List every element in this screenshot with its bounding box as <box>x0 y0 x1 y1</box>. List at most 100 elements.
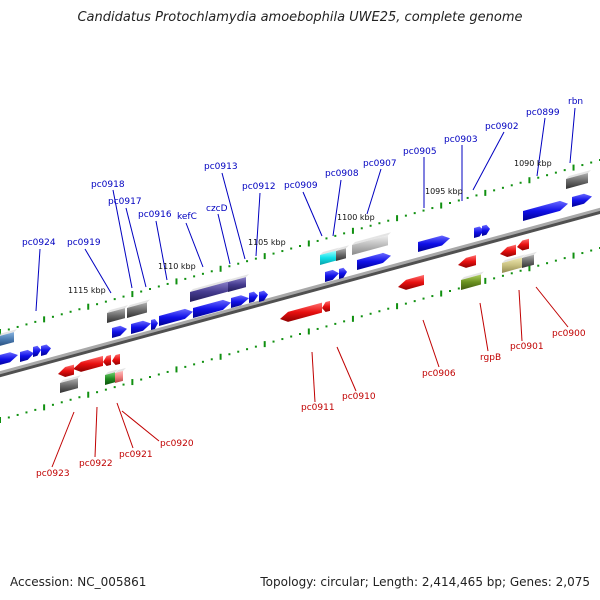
gene-pc0899 <box>523 200 568 221</box>
leader-line <box>155 220 168 281</box>
gene-pc0909 <box>339 267 347 279</box>
leader-line <box>221 172 246 260</box>
gene-pc0911 <box>280 302 322 322</box>
map-title: Candidatus Protochlamydia amoebophila UW… <box>77 10 523 25</box>
scale-label-1100: 1100 kbp <box>337 213 375 222</box>
gene-label-pc0902[interactable]: pc0902 <box>485 122 519 132</box>
accession-text: Accession: NC_005861 <box>10 575 147 589</box>
genome-backbone-shadow <box>0 208 600 378</box>
gene-box-gray-6 <box>60 375 81 393</box>
gene-label-pc0911[interactable]: pc0911 <box>301 403 335 413</box>
leader-line <box>125 207 147 288</box>
gene-pc0912b <box>259 290 268 302</box>
gene-rbn <box>572 193 592 207</box>
leader-line <box>51 411 75 468</box>
leader-line <box>536 117 546 177</box>
leader-line <box>84 248 112 294</box>
leader-line <box>479 302 489 352</box>
gene-label-pc0924[interactable]: pc0924 <box>22 238 56 248</box>
gene-label-pc0900[interactable]: pc0900 <box>552 329 586 339</box>
gene-label-pc0903[interactable]: pc0903 <box>444 135 478 145</box>
gene-pc0918 <box>112 325 127 338</box>
gene-kefC <box>159 308 193 326</box>
gene-label-pc0901[interactable]: pc0901 <box>510 342 544 352</box>
gene-label-pc0912[interactable]: pc0912 <box>242 182 276 192</box>
gene-pc0923 <box>58 364 74 378</box>
gene-pc0921 <box>103 354 111 367</box>
gene-box-gray-4 <box>107 305 128 323</box>
leader-line <box>569 107 576 164</box>
scale-label-1090: 1090 kbp <box>514 159 552 168</box>
leader-line <box>302 191 323 237</box>
leader-line <box>311 351 316 403</box>
leader-line <box>332 179 342 237</box>
gene-pc0901 <box>517 238 529 251</box>
gene-box-purple-1 <box>190 278 231 302</box>
scale-label-1110: 1110 kbp <box>158 262 196 271</box>
scale-label-1095: 1095 kbp <box>425 187 463 196</box>
leader-line <box>422 319 440 368</box>
gene-label-pc0907[interactable]: pc0907 <box>363 159 397 169</box>
gene-label-pc0923[interactable]: pc0923 <box>36 469 70 479</box>
gene-pc0903 <box>482 224 490 236</box>
gene-left-edge <box>0 352 18 365</box>
leader-line <box>535 286 569 328</box>
leader-line <box>185 222 204 268</box>
gene-pc0922 <box>73 355 103 372</box>
gene-label-pc0922[interactable]: pc0922 <box>79 459 113 469</box>
gene-label-pc0906[interactable]: pc0906 <box>422 369 456 379</box>
gene-label-pc0921[interactable]: pc0921 <box>119 450 153 460</box>
gene-czcD <box>193 299 231 318</box>
gene-rgpB <box>458 255 476 268</box>
gene-pc0920 <box>112 353 120 366</box>
gene-label-pc0909[interactable]: pc0909 <box>284 181 318 191</box>
gene-label-pc0918[interactable]: pc0918 <box>91 180 125 190</box>
gene-label-pc0916[interactable]: pc0916 <box>138 210 172 220</box>
gene-label-rbn[interactable]: rbn <box>568 97 583 107</box>
leader-line <box>121 410 160 442</box>
leader-line <box>366 168 382 215</box>
gene-box-pink <box>115 367 126 383</box>
scale-label-1115: 1115 kbp <box>68 286 106 295</box>
gene-label-pc0913[interactable]: pc0913 <box>204 162 238 172</box>
gene-pc0924b <box>41 344 51 356</box>
gene-pc0910 <box>322 300 330 313</box>
gene-pc0919 <box>20 349 34 362</box>
gene-label-pc0905[interactable]: pc0905 <box>403 147 437 157</box>
gene-pc0905 <box>418 235 450 252</box>
gene-label-pc0908[interactable]: pc0908 <box>325 169 359 179</box>
gene-label-czcD[interactable]: czcD <box>206 204 228 214</box>
leader-line <box>94 406 98 458</box>
gene-box-gray-5 <box>522 251 537 268</box>
gene-label-pc0917[interactable]: pc0917 <box>108 197 142 207</box>
gene-label-pc0910[interactable]: pc0910 <box>342 392 376 402</box>
gene-label-rgpB[interactable]: rgpB <box>480 353 501 363</box>
gene-pc0913 <box>231 295 249 308</box>
gene-box-green <box>105 369 118 385</box>
leader-line <box>217 213 231 265</box>
leader-line <box>255 192 261 257</box>
gene-label-pc0899[interactable]: pc0899 <box>526 108 560 118</box>
genome-backbone <box>0 207 600 375</box>
gene-label-pc0920[interactable]: pc0920 <box>160 439 194 449</box>
gene-pc0917 <box>151 318 158 330</box>
leader-line <box>35 248 41 312</box>
gene-box-light <box>352 232 391 255</box>
gene-pc0900 <box>500 244 516 258</box>
gene-pc0912a <box>249 291 258 303</box>
leader-line <box>518 289 523 342</box>
gene-box-steel <box>0 329 17 346</box>
scale-label-1105: 1105 kbp <box>248 238 286 247</box>
gene-label-kefC[interactable]: kefC <box>177 212 197 222</box>
leader-line <box>336 346 357 392</box>
gene-box-olive <box>461 271 484 290</box>
gene-box-gray-1 <box>566 170 591 189</box>
gene-box-purple-2 <box>228 274 249 292</box>
gene-label-pc0919[interactable]: pc0919 <box>67 238 101 248</box>
gene-pc0902 <box>474 226 484 238</box>
gene-pc0908 <box>325 269 339 282</box>
leader-line <box>112 189 133 289</box>
gene-pc0907 <box>357 252 391 270</box>
gene-features <box>0 170 592 393</box>
